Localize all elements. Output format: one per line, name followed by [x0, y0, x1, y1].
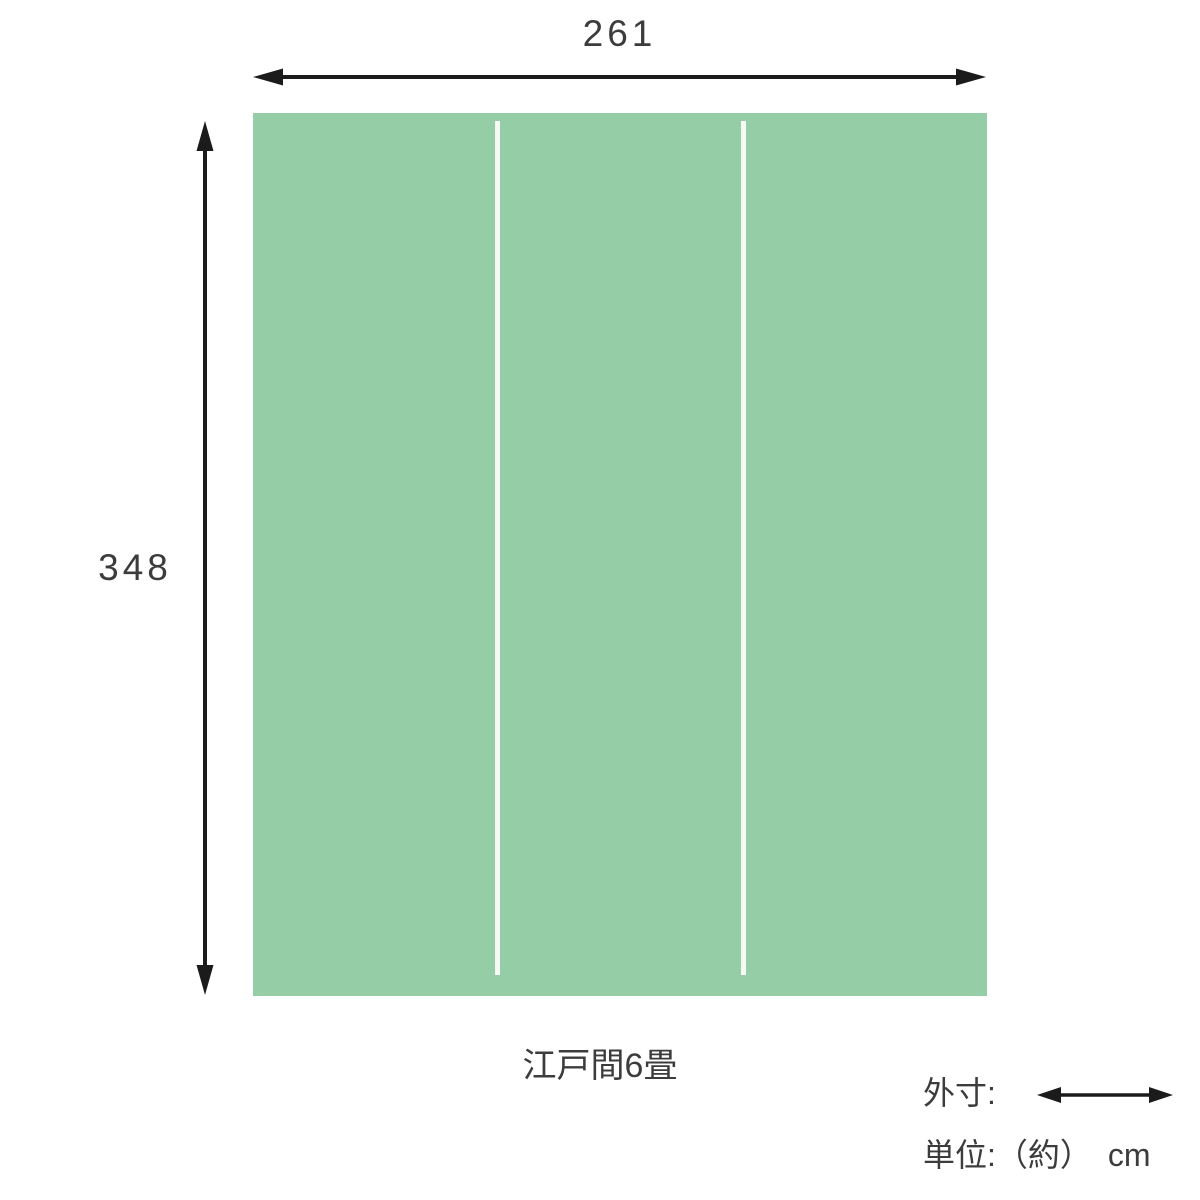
size-name-label: 江戸間6畳 — [522, 1047, 678, 1085]
outer-dimension-legend-label: 外寸: — [923, 1075, 996, 1111]
rug-area — [253, 113, 987, 996]
unit-legend-label: 単位:（約） cm — [923, 1137, 1151, 1173]
height-dimension-label: 348 — [98, 547, 172, 588]
legend-double-arrow-icon — [1037, 1087, 1173, 1103]
tatami-divider-line-1 — [495, 121, 500, 975]
width-dimension-label: 261 — [582, 13, 657, 54]
width-double-arrow-icon — [253, 68, 986, 86]
height-double-arrow-icon — [196, 121, 214, 995]
tatami-divider-line-2 — [741, 121, 746, 975]
